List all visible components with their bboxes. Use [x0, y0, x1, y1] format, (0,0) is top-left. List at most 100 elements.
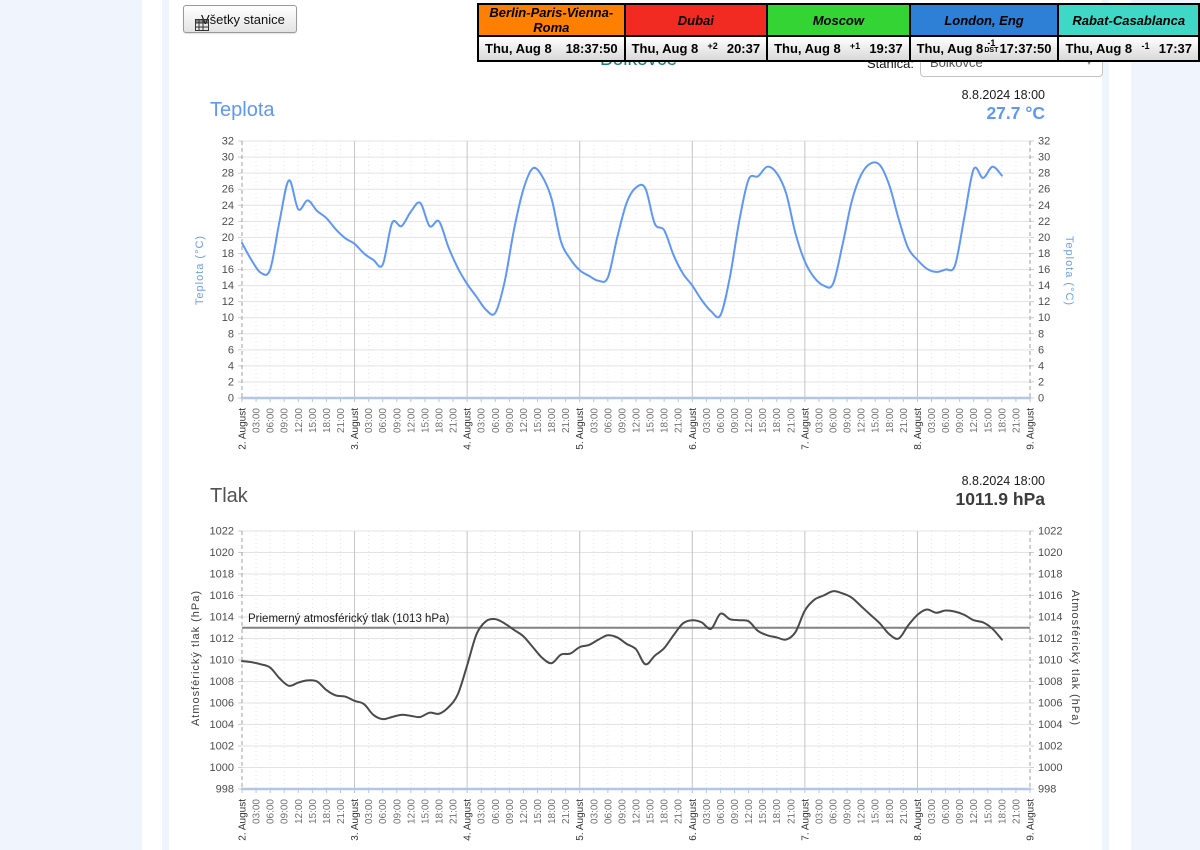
- svg-text:1020: 1020: [210, 547, 234, 559]
- clock-city-moscow: Moscow: [766, 3, 911, 37]
- left-divider-strip: [162, 0, 169, 850]
- pressure-current-time: 8.8.2024 18:00: [961, 474, 1045, 488]
- svg-text:998: 998: [216, 784, 234, 796]
- clock-date: Thu, Aug 8: [485, 41, 552, 56]
- svg-text:1018: 1018: [1038, 569, 1062, 581]
- svg-text:12:00: 12:00: [744, 408, 755, 433]
- pressure-current-reading: 8.8.2024 18:00 1011.9 hPa: [845, 474, 1045, 510]
- svg-text:21:00: 21:00: [1011, 799, 1022, 824]
- clock-date: Thu, Aug 8: [631, 41, 699, 56]
- svg-text:1006: 1006: [1038, 698, 1062, 710]
- svg-text:12:00: 12:00: [632, 408, 643, 433]
- svg-text:30: 30: [222, 152, 234, 164]
- svg-text:28: 28: [1038, 168, 1050, 180]
- svg-text:0: 0: [228, 393, 234, 405]
- svg-text:06:00: 06:00: [491, 799, 502, 824]
- svg-text:15:00: 15:00: [871, 408, 882, 433]
- svg-text:06:00: 06:00: [266, 799, 277, 824]
- svg-text:03:00: 03:00: [589, 799, 600, 824]
- svg-text:12:00: 12:00: [294, 799, 305, 824]
- pressure-chart: 998 998 1000 1000 1002 1002 1004 1004 1006 1006 10…: [210, 526, 1063, 841]
- svg-text:18:00: 18:00: [435, 408, 446, 433]
- clock-hm: 19:37: [869, 41, 903, 56]
- svg-text:2. August: 2. August: [238, 799, 249, 841]
- pressure-chart-title: Tlak: [210, 485, 248, 507]
- svg-text:1006: 1006: [210, 698, 234, 710]
- all-stations-button[interactable]: Všetky stanice: [183, 5, 297, 33]
- svg-text:21:00: 21:00: [336, 799, 347, 824]
- clock-city-london: London, Eng: [908, 3, 1060, 37]
- svg-text:2: 2: [228, 376, 234, 388]
- svg-text:6. August: 6. August: [688, 408, 699, 450]
- svg-text:4. August: 4. August: [463, 799, 474, 841]
- svg-text:1022: 1022: [1038, 526, 1062, 538]
- svg-text:12:00: 12:00: [744, 799, 755, 824]
- right-divider-strip: [1102, 0, 1109, 850]
- svg-text:03:00: 03:00: [927, 408, 938, 433]
- svg-text:21:00: 21:00: [561, 408, 572, 433]
- svg-text:9. August: 9. August: [1026, 408, 1037, 450]
- clock-hm: 20:37: [726, 41, 761, 56]
- svg-text:18:00: 18:00: [885, 799, 896, 824]
- svg-text:12: 12: [222, 296, 234, 308]
- clock-hm: 18:37:50: [565, 41, 618, 56]
- svg-text:1002: 1002: [210, 741, 234, 753]
- svg-text:09:00: 09:00: [505, 799, 516, 824]
- clock-utc-offset: -1 DST: [984, 37, 999, 54]
- svg-text:18:00: 18:00: [322, 408, 333, 433]
- svg-text:03:00: 03:00: [477, 408, 488, 433]
- clock-utc-offset: -1: [1141, 40, 1150, 51]
- svg-text:03:00: 03:00: [814, 799, 825, 824]
- svg-text:15:00: 15:00: [308, 408, 319, 433]
- svg-text:12:00: 12:00: [857, 408, 868, 433]
- svg-text:14: 14: [1038, 280, 1050, 292]
- svg-text:06:00: 06:00: [266, 408, 277, 433]
- svg-text:09:00: 09:00: [730, 799, 741, 824]
- svg-text:5. August: 5. August: [575, 408, 586, 450]
- svg-text:03:00: 03:00: [589, 408, 600, 433]
- svg-text:03:00: 03:00: [252, 799, 263, 824]
- svg-text:15:00: 15:00: [758, 799, 769, 824]
- svg-text:18:00: 18:00: [660, 799, 671, 824]
- svg-text:1022: 1022: [210, 526, 234, 538]
- svg-text:1004: 1004: [1038, 719, 1062, 731]
- svg-text:09:00: 09:00: [505, 408, 516, 433]
- svg-text:14: 14: [222, 280, 234, 292]
- clock-utc-offset: +2: [707, 40, 718, 51]
- svg-text:09:00: 09:00: [955, 408, 966, 433]
- svg-text:06:00: 06:00: [378, 799, 389, 824]
- svg-text:8. August: 8. August: [913, 408, 924, 450]
- svg-text:15:00: 15:00: [983, 799, 994, 824]
- svg-text:21:00: 21:00: [336, 408, 347, 433]
- clock-time-rabat: Thu, Aug 8 -1 17:37: [1057, 35, 1200, 62]
- temperature-current-time: 8.8.2024 18:00: [961, 88, 1045, 102]
- world-clock-bar: Berlin-Paris-Vienna-Roma Dubai Moscow Lo…: [477, 3, 1200, 62]
- svg-text:12:00: 12:00: [519, 408, 530, 433]
- svg-text:15:00: 15:00: [871, 799, 882, 824]
- svg-text:18:00: 18:00: [435, 799, 446, 824]
- svg-text:5. August: 5. August: [575, 799, 586, 841]
- svg-text:8: 8: [228, 328, 234, 340]
- svg-text:1010: 1010: [210, 655, 234, 667]
- svg-text:1014: 1014: [1038, 612, 1062, 624]
- svg-text:09:00: 09:00: [280, 408, 291, 433]
- svg-text:12:00: 12:00: [632, 799, 643, 824]
- page-right-margin: [1131, 0, 1200, 850]
- svg-text:15:00: 15:00: [646, 799, 657, 824]
- svg-text:03:00: 03:00: [252, 408, 263, 433]
- svg-text:1012: 1012: [210, 633, 234, 645]
- svg-text:15:00: 15:00: [533, 408, 544, 433]
- svg-text:12:00: 12:00: [294, 408, 305, 433]
- svg-text:1000: 1000: [1038, 762, 1062, 774]
- svg-text:15:00: 15:00: [646, 408, 657, 433]
- svg-text:21:00: 21:00: [561, 799, 572, 824]
- svg-text:21:00: 21:00: [449, 408, 460, 433]
- svg-text:1008: 1008: [210, 676, 234, 688]
- svg-text:06:00: 06:00: [829, 408, 840, 433]
- svg-text:8: 8: [1038, 328, 1044, 340]
- clock-time-moscow: Thu, Aug 8 +1 19:37: [766, 35, 911, 62]
- svg-text:09:00: 09:00: [392, 799, 403, 824]
- svg-text:4: 4: [1038, 360, 1044, 372]
- svg-text:0: 0: [1038, 393, 1044, 405]
